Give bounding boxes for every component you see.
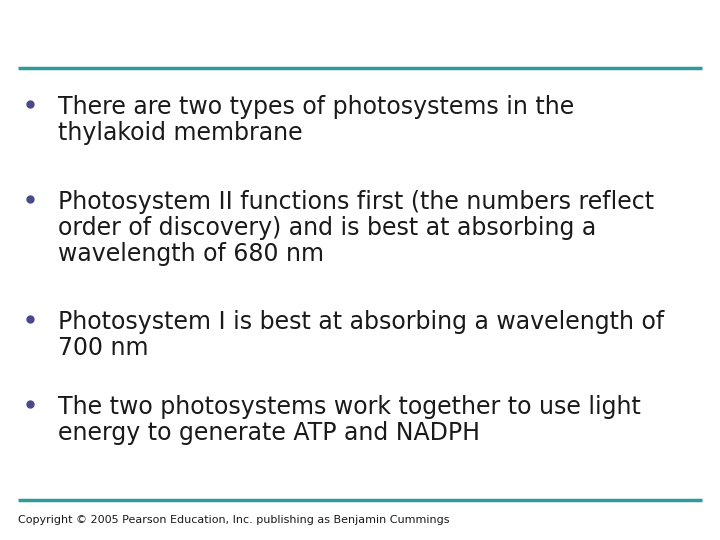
Text: thylakoid membrane: thylakoid membrane [58,121,302,145]
Text: order of discovery) and is best at absorbing a: order of discovery) and is best at absor… [58,216,596,240]
Text: There are two types of photosystems in the: There are two types of photosystems in t… [58,95,575,119]
Text: Photosystem II functions first (the numbers reflect: Photosystem II functions first (the numb… [58,190,654,214]
Text: 700 nm: 700 nm [58,336,148,360]
Text: The two photosystems work together to use light: The two photosystems work together to us… [58,395,641,419]
Text: wavelength of 680 nm: wavelength of 680 nm [58,242,324,266]
Text: energy to generate ATP and NADPH: energy to generate ATP and NADPH [58,421,480,445]
Text: Photosystem I is best at absorbing a wavelength of: Photosystem I is best at absorbing a wav… [58,310,665,334]
Text: Copyright © 2005 Pearson Education, Inc. publishing as Benjamin Cummings: Copyright © 2005 Pearson Education, Inc.… [18,515,449,525]
